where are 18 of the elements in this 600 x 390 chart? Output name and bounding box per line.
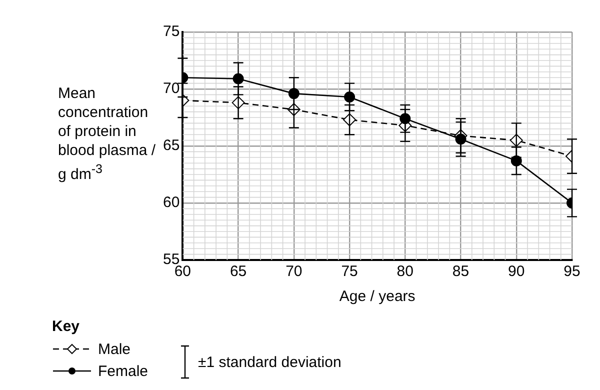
y-axis-title: Mean concentration of protein in blood plasma / g dm$^{-3}$ xyxy=(58,84,156,184)
y-tick-label: 75 xyxy=(162,23,180,40)
x-tick-label: 80 xyxy=(396,263,414,280)
x-tick-label: 75 xyxy=(341,263,358,280)
x-tick-label: 95 xyxy=(564,263,580,280)
x-tick-label: 65 xyxy=(230,263,247,280)
x-tick-label: 60 xyxy=(174,263,192,280)
legend-label: Male xyxy=(98,340,131,358)
y-tick-label: 70 xyxy=(162,80,180,98)
x-tick-label: 70 xyxy=(286,263,302,280)
legend-title: Key xyxy=(52,318,81,335)
x-tick-label: 85 xyxy=(452,263,470,280)
x-tick-label: 90 xyxy=(508,263,525,280)
legend-label: Female xyxy=(98,362,148,380)
text: ±1 standard deviation xyxy=(198,354,342,370)
x-axis-title: Age / years xyxy=(339,288,416,306)
y-tick-label: 65 xyxy=(162,137,180,154)
y-tick-label: 60 xyxy=(162,194,180,212)
